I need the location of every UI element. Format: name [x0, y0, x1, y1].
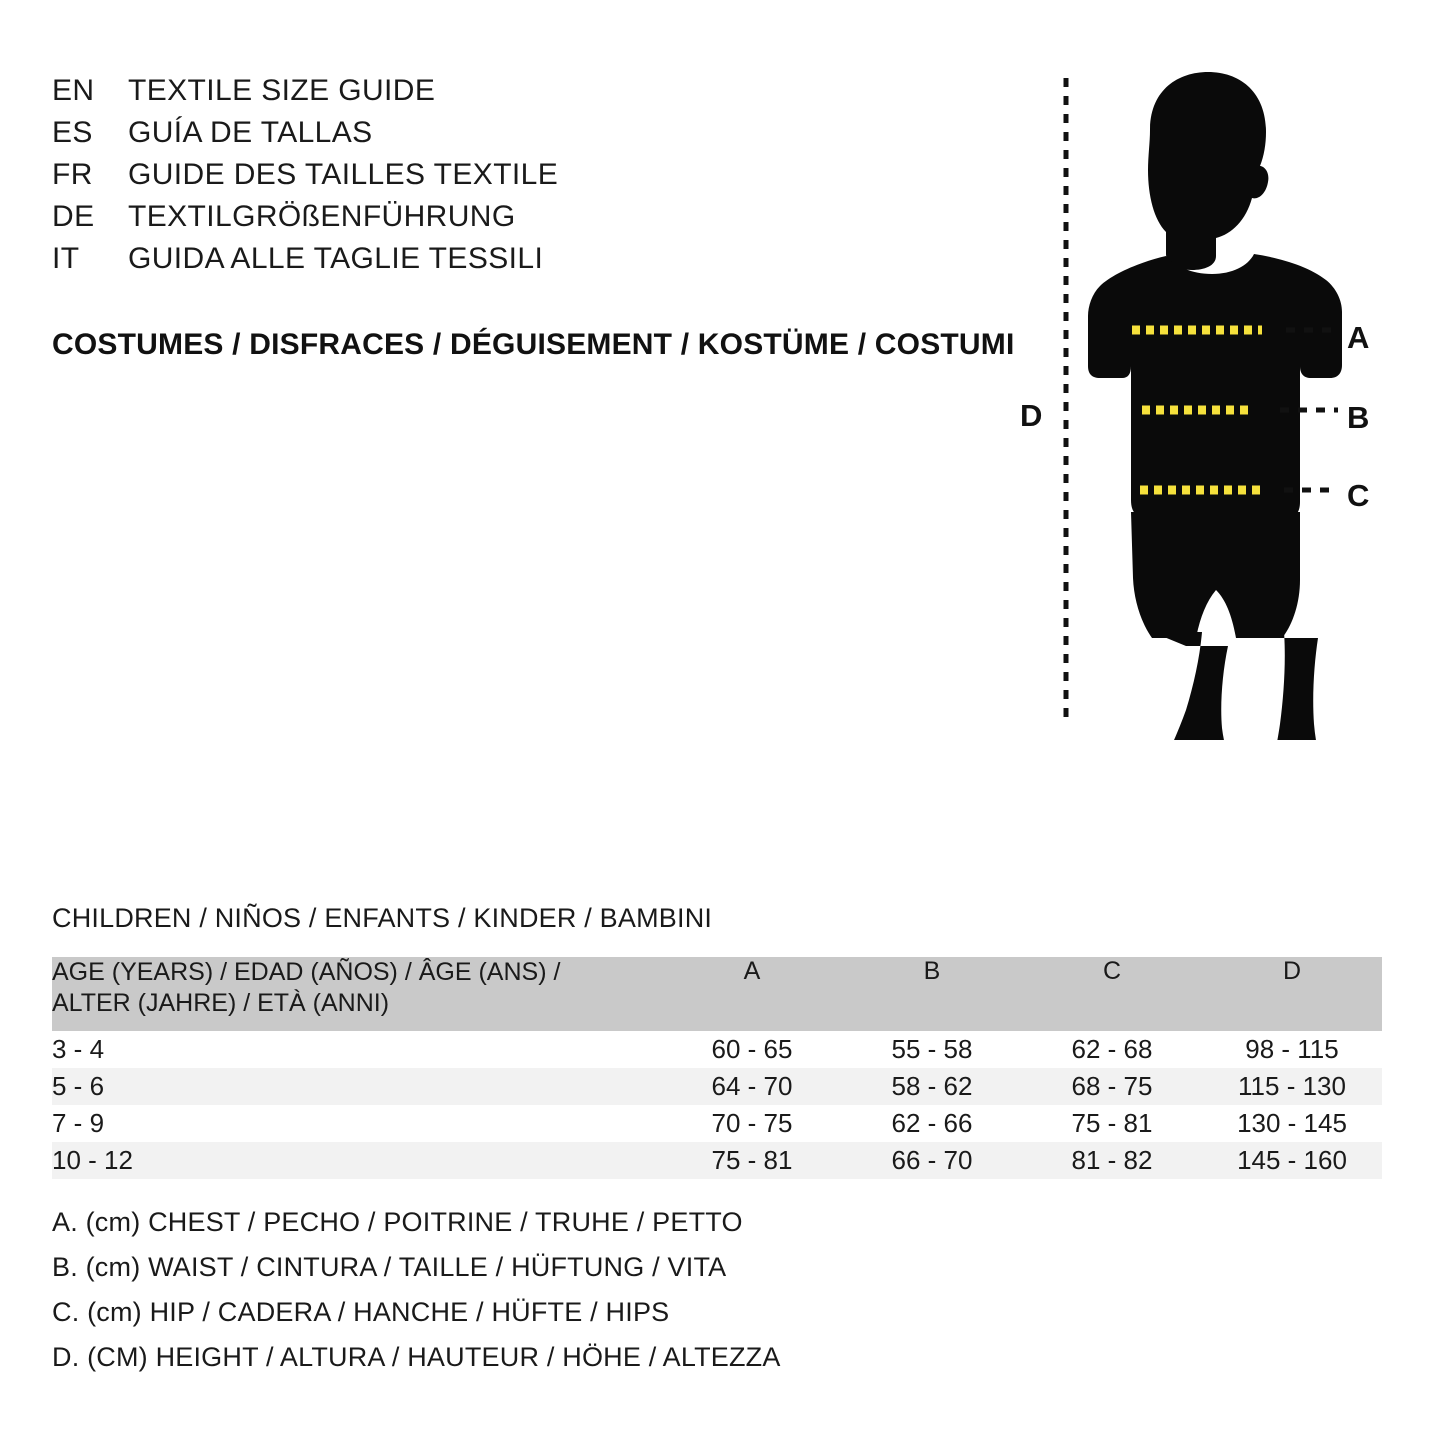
size-chart-table: AGE (YEARS) / EDAD (AÑOS) / ÂGE (ANS) / … — [52, 957, 1382, 1179]
cell-height: 145 - 160 — [1202, 1142, 1382, 1179]
legend-item-b: B. (cm) WAIST / CINTURA / TAILLE / HÜFTU… — [52, 1252, 727, 1282]
table-row: 5 - 6 64 - 70 58 - 62 68 - 75 115 - 130 — [52, 1068, 1382, 1105]
cell-age: 3 - 4 — [52, 1031, 662, 1068]
column-header-d: D — [1202, 957, 1382, 1031]
cell-hip: 81 - 82 — [1022, 1142, 1202, 1179]
cell-waist: 55 - 58 — [842, 1031, 1022, 1068]
legend-item-c: C. (cm) HIP / CADERA / HANCHE / HÜFTE / … — [52, 1297, 670, 1327]
cell-age: 7 - 9 — [52, 1105, 662, 1142]
cell-chest: 75 - 81 — [662, 1142, 842, 1179]
language-row-fr: FR GUIDE DES TAILLES TEXTILE — [52, 158, 952, 200]
silhouette-body-shape — [1088, 72, 1342, 740]
child-silhouette-icon — [1063, 72, 1342, 740]
language-code-de: DE — [52, 200, 95, 233]
language-row-de: DE TEXTILGRÖßENFÜHRUNG — [52, 200, 952, 242]
table-header-row: AGE (YEARS) / EDAD (AÑOS) / ÂGE (ANS) / … — [52, 957, 1382, 1031]
cell-height: 115 - 130 — [1202, 1068, 1382, 1105]
diagram-label-d: D — [1020, 398, 1043, 433]
table-section-title: CHILDREN / NIÑOS / ENFANTS / KINDER / BA… — [52, 903, 713, 933]
language-code-es: ES — [52, 116, 93, 149]
measurement-diagram: D A B C — [1000, 60, 1420, 740]
cell-waist: 62 - 66 — [842, 1105, 1022, 1142]
language-row-it: IT GUIDA ALLE TAGLIE TESSILI — [52, 242, 952, 284]
language-row-es: ES GUÍA DE TALLAS — [52, 116, 952, 158]
column-header-b: B — [842, 957, 1022, 1031]
cell-chest: 70 - 75 — [662, 1105, 842, 1142]
language-code-en: EN — [52, 74, 95, 107]
column-header-age-line2: ALTER (JAHRE) / ETÀ (ANNI) — [52, 988, 390, 1017]
measurement-legend: A. (cm) CHEST / PECHO / POITRINE / TRUHE… — [52, 1200, 781, 1380]
language-code-it: IT — [52, 242, 80, 275]
cell-waist: 66 - 70 — [842, 1142, 1022, 1179]
diagram-label-b: B — [1347, 400, 1370, 435]
diagram-label-c: C — [1347, 478, 1370, 513]
language-row-en: EN TEXTILE SIZE GUIDE — [52, 74, 952, 116]
cell-chest: 64 - 70 — [662, 1068, 842, 1105]
cell-height: 98 - 115 — [1202, 1031, 1382, 1068]
language-header-block: EN TEXTILE SIZE GUIDE ES GUÍA DE TALLAS … — [52, 74, 952, 284]
legend-item-a: A. (cm) CHEST / PECHO / POITRINE / TRUHE… — [52, 1207, 743, 1237]
language-text-it: GUIDA ALLE TAGLIE TESSILI — [128, 242, 544, 275]
column-header-a: A — [662, 957, 842, 1031]
product-category-subtitle: COSTUMES / DISFRACES / DÉGUISEMENT / KOS… — [52, 328, 1015, 361]
legend-item-d: D. (CM) HEIGHT / ALTURA / HAUTEUR / HÖHE… — [52, 1342, 781, 1372]
diagram-label-a: A — [1347, 320, 1370, 355]
table-row: 10 - 12 75 - 81 66 - 70 81 - 82 145 - 16… — [52, 1142, 1382, 1179]
cell-age: 10 - 12 — [52, 1142, 662, 1179]
cell-hip: 75 - 81 — [1022, 1105, 1202, 1142]
language-text-fr: GUIDE DES TAILLES TEXTILE — [128, 158, 559, 191]
table-row: 7 - 9 70 - 75 62 - 66 75 - 81 130 - 145 — [52, 1105, 1382, 1142]
cell-hip: 62 - 68 — [1022, 1031, 1202, 1068]
cell-age: 5 - 6 — [52, 1068, 662, 1105]
cell-hip: 68 - 75 — [1022, 1068, 1202, 1105]
cell-waist: 58 - 62 — [842, 1068, 1022, 1105]
cell-chest: 60 - 65 — [662, 1031, 842, 1068]
table-row: 3 - 4 60 - 65 55 - 58 62 - 68 98 - 115 — [52, 1031, 1382, 1068]
column-header-age: AGE (YEARS) / EDAD (AÑOS) / ÂGE (ANS) / … — [52, 957, 662, 1031]
column-header-c: C — [1022, 957, 1202, 1031]
language-text-en: TEXTILE SIZE GUIDE — [128, 74, 436, 107]
language-text-es: GUÍA DE TALLAS — [128, 116, 373, 149]
language-text-de: TEXTILGRÖßENFÜHRUNG — [128, 200, 516, 233]
cell-height: 130 - 145 — [1202, 1105, 1382, 1142]
language-code-fr: FR — [52, 158, 93, 191]
column-header-age-line1: AGE (YEARS) / EDAD (AÑOS) / ÂGE (ANS) / — [52, 958, 561, 986]
